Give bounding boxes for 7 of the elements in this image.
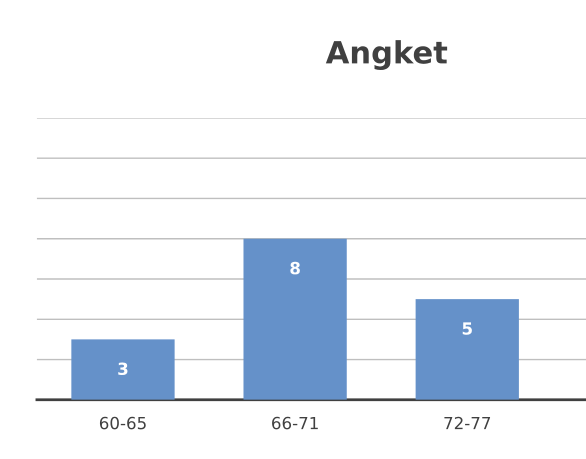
x-tick-label: 66-71 xyxy=(272,416,318,430)
data-label: 5 xyxy=(462,322,472,335)
x-tick-label: 60-65 xyxy=(100,416,146,430)
chart-title: Angket xyxy=(326,40,448,70)
x-tick-label: 72-77 xyxy=(444,416,490,430)
data-label: 3 xyxy=(118,362,128,376)
data-label: 8 xyxy=(290,262,300,274)
